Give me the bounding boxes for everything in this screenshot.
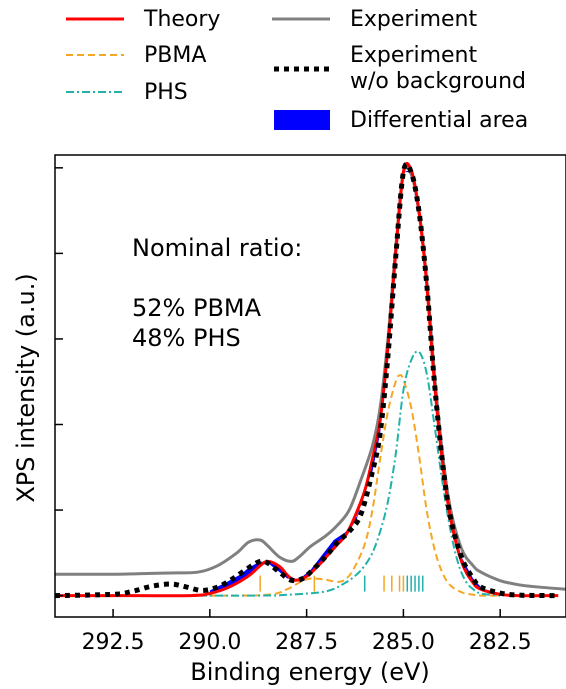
legend-label-pbma: PBMA — [144, 43, 207, 68]
legend-swatch-pbma — [66, 54, 124, 56]
legend-swatch-differential-area — [274, 110, 330, 130]
annotation-title: Nominal ratio: — [132, 234, 302, 262]
legend-swatch-phs — [66, 91, 124, 93]
legend-item-experiment-nobg: Experiment w/o background — [272, 43, 526, 95]
x-tick-label: 285.0 — [372, 630, 435, 655]
legend-item-pbma: PBMA — [66, 43, 206, 69]
legend-swatch-experiment — [272, 17, 330, 21]
legend-label-phs: PHS — [144, 80, 188, 105]
annotation-phs: 48% PHS — [132, 324, 241, 352]
legend-item-phs: PHS — [66, 80, 188, 106]
legend-label-experiment-nobg: Experiment w/o background — [350, 43, 526, 94]
y-axis-label: XPS intensity (a.u.) — [12, 273, 40, 502]
experiment-nobg-line — [55, 161, 559, 599]
x-tick-label: 292.5 — [82, 630, 145, 655]
annotation-pbma: 52% PBMA — [132, 294, 262, 322]
nominal-ratio-annotation: Nominal ratio: 52% PBMA 48% PHS — [132, 234, 302, 352]
legend-label-differential-area: Differential area — [350, 108, 529, 133]
legend-label-experiment: Experiment — [350, 7, 478, 32]
x-tick-label: 287.5 — [275, 630, 338, 655]
legend-swatch-experiment-nobg — [274, 66, 330, 72]
x-axis-label: Binding energy (eV) — [190, 658, 429, 686]
legend-swatch-theory — [66, 17, 124, 21]
pbma-line — [55, 374, 501, 597]
experiment-line — [55, 164, 566, 591]
x-axis: 292.5 290.0 287.5 285.0 282.5 — [82, 609, 532, 655]
plot-area — [55, 161, 566, 599]
theory-line — [55, 161, 559, 598]
legend: Theory PBMA PHS Experiment Experiment w/… — [0, 0, 566, 150]
legend-item-differential-area: Differential area — [272, 108, 528, 134]
x-tick-label: 282.5 — [469, 630, 532, 655]
legend-item-experiment: Experiment — [272, 7, 477, 33]
legend-item-theory: Theory — [66, 7, 220, 33]
y-axis — [55, 167, 63, 597]
plot-frame — [54, 154, 566, 618]
legend-label-theory: Theory — [144, 7, 221, 32]
x-tick-label: 290.0 — [178, 630, 241, 655]
